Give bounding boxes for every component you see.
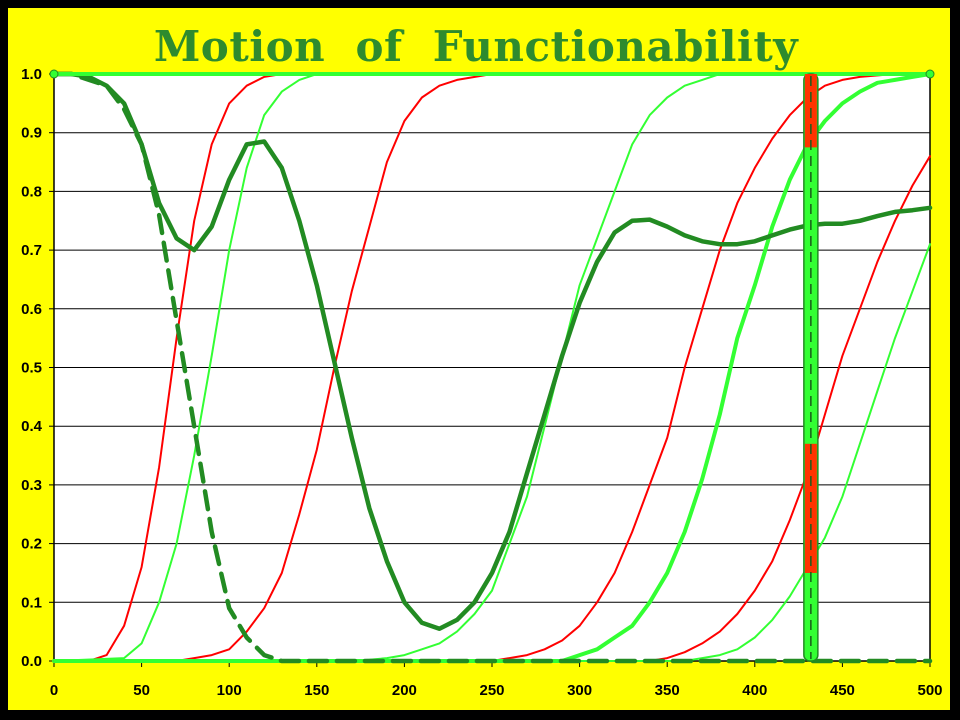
series-line-9 [51, 71, 933, 664]
y-tick-label-8: 0.8 [21, 183, 42, 200]
top-line-end-marker [925, 69, 935, 79]
series-line-7 [53, 243, 931, 662]
chart-title: Motion of Functionability [153, 22, 799, 71]
x-tick-label-2: 100 [217, 682, 242, 699]
series-line-1 [53, 73, 336, 662]
y-tick-label-3: 0.3 [21, 477, 42, 494]
series-line-2 [53, 73, 528, 662]
y-tick-label-5: 0.5 [21, 360, 42, 377]
series-line-0 [53, 73, 318, 662]
series-line-6 [53, 155, 931, 662]
x-tick-label-9: 450 [830, 682, 855, 699]
y-tick-label-2: 0.2 [21, 536, 42, 553]
x-tick-label-3: 150 [304, 682, 329, 699]
x-tick-label-4: 200 [392, 682, 417, 699]
x-tick-label-8: 400 [742, 682, 767, 699]
series-line-3 [53, 73, 791, 662]
y-tick-label-7: 0.7 [21, 242, 42, 259]
x-tick-label-0: 0 [50, 682, 58, 699]
series-line-5 [52, 72, 932, 663]
y-tick-label-9: 0.9 [21, 125, 42, 142]
x-tick-label-1: 50 [133, 682, 150, 699]
y-tick-label-0: 0.0 [21, 653, 42, 670]
x-tick-label-6: 300 [567, 682, 592, 699]
top-line-start-marker [49, 69, 59, 79]
series-line-4 [53, 73, 931, 662]
y-tick-label-4: 0.4 [21, 418, 43, 435]
x-tick-label-7: 350 [655, 682, 680, 699]
y-tick-label-10: 1.0 [21, 66, 42, 83]
y-tick-label-1: 0.1 [21, 594, 42, 611]
x-tick-label-10: 500 [917, 682, 942, 699]
y-tick-label-6: 0.6 [21, 301, 42, 318]
series-line-8 [51, 71, 933, 631]
x-tick-label-5: 250 [479, 682, 504, 699]
